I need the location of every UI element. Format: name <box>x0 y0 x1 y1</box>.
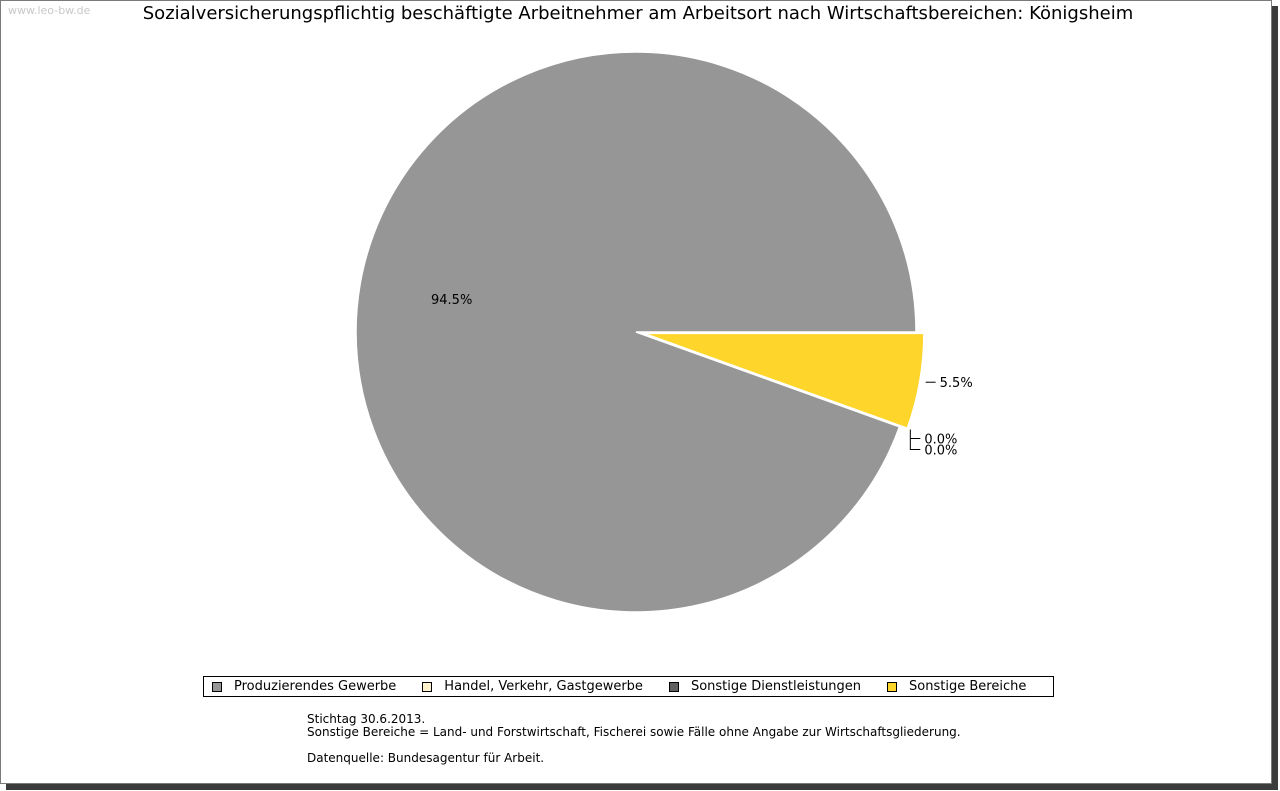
note-definition: Sonstige Bereiche = Land- und Forstwirts… <box>307 725 961 739</box>
leader-line-sonstige-dienstleistungen <box>909 438 921 451</box>
legend-swatch <box>212 681 222 692</box>
legend-swatch <box>668 681 679 692</box>
legend-label: Handel, Verkehr, Gastgewerbe <box>444 679 643 694</box>
legend-swatch <box>422 681 433 692</box>
note-data-source: Datenquelle: Bundesagentur für Arbeit. <box>307 751 545 765</box>
slice-label-sonstige-dienstleistungen: 0.0% <box>924 444 957 459</box>
legend-label: Produzierendes Gewerbe <box>234 679 397 694</box>
slice-label-produzierendes-gewerbe: 94.5% <box>431 293 472 308</box>
legend-item-sonstige-bereiche: Sonstige Bereiche <box>887 679 1026 694</box>
legend-label: Sonstige Bereiche <box>909 679 1027 694</box>
slice-label-sonstige-bereiche: 5.5% <box>940 376 973 391</box>
chart-title: Sozialversicherungspflichtig beschäftigt… <box>142 3 1134 24</box>
watermark: www.leo-bw.de <box>8 4 91 17</box>
legend-label: Sonstige Dienstleistungen <box>690 679 862 694</box>
legend-item-produzierendes-gewerbe: Produzierendes Gewerbe <box>212 679 396 694</box>
legend-item-sonstige-dienstleistungen: Sonstige Dienstleistungen <box>668 679 862 694</box>
slice-label-handel-verkehr-gastgewerbe: 0.0% <box>924 433 957 448</box>
chart-notes: Stichtag 30.6.2013. Sonstige Bereiche = … <box>307 713 961 765</box>
note-reference-date: Stichtag 30.6.2013. <box>307 712 426 726</box>
leader-line-handel-verkehr-gastgewerbe <box>909 429 921 440</box>
legend-item-handel-verkehr-gastgewerbe: Handel, Verkehr, Gastgewerbe <box>422 679 643 694</box>
legend: Produzierendes Gewerbe Handel, Verkehr, … <box>203 676 1054 697</box>
pie-slice-produzierendes-gewerbe <box>355 51 917 613</box>
pie-slice-sonstige-bereiche <box>643 332 925 430</box>
legend-swatch <box>887 681 898 692</box>
